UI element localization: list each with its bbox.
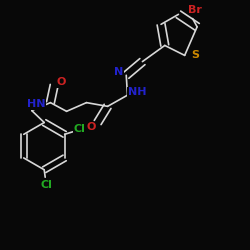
Text: O: O: [57, 77, 66, 87]
Text: HN: HN: [28, 99, 46, 109]
Text: S: S: [191, 50, 199, 60]
Text: Br: Br: [188, 5, 202, 15]
Text: O: O: [86, 122, 96, 132]
Text: Cl: Cl: [41, 180, 52, 190]
Text: Cl: Cl: [74, 124, 86, 134]
Text: N: N: [114, 67, 124, 77]
Text: NH: NH: [128, 87, 146, 97]
